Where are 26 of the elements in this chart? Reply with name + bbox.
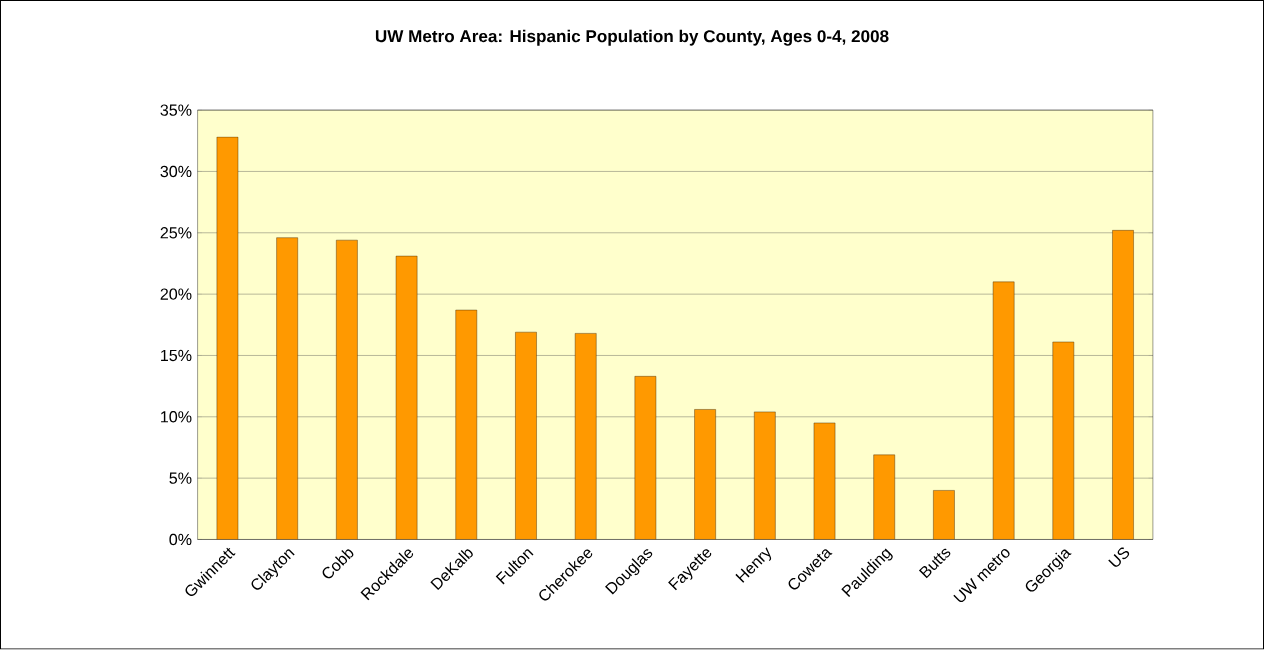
bar bbox=[694, 409, 716, 540]
bar bbox=[992, 281, 1015, 540]
y-tick-label: 15% bbox=[161, 350, 192, 362]
x-tick-label: US bbox=[1108, 547, 1130, 568]
chart-title: UW Metro Area: Hispanic Population by County, Ages 0-4, 2008 bbox=[375, 29, 889, 46]
bar bbox=[515, 332, 537, 540]
y-tick-label: 25% bbox=[160, 227, 192, 239]
y-tick-label: 0% bbox=[169, 534, 192, 546]
y-tick-label: 10% bbox=[161, 411, 192, 423]
bar bbox=[574, 333, 597, 540]
bar bbox=[1112, 230, 1134, 540]
bar bbox=[933, 490, 955, 540]
bar bbox=[216, 137, 239, 540]
bar bbox=[754, 411, 776, 540]
y-tick-label: 5% bbox=[169, 472, 192, 485]
bar bbox=[1052, 341, 1075, 540]
y-tick-label: 20% bbox=[160, 288, 192, 301]
y-tick-label: 35% bbox=[160, 104, 192, 117]
bar bbox=[395, 256, 418, 540]
bar bbox=[813, 422, 836, 540]
y-tick-label: 30% bbox=[160, 165, 192, 178]
bar bbox=[276, 237, 298, 540]
bar bbox=[634, 376, 657, 540]
bar bbox=[455, 310, 478, 540]
bar bbox=[873, 454, 895, 540]
bar bbox=[336, 240, 358, 540]
